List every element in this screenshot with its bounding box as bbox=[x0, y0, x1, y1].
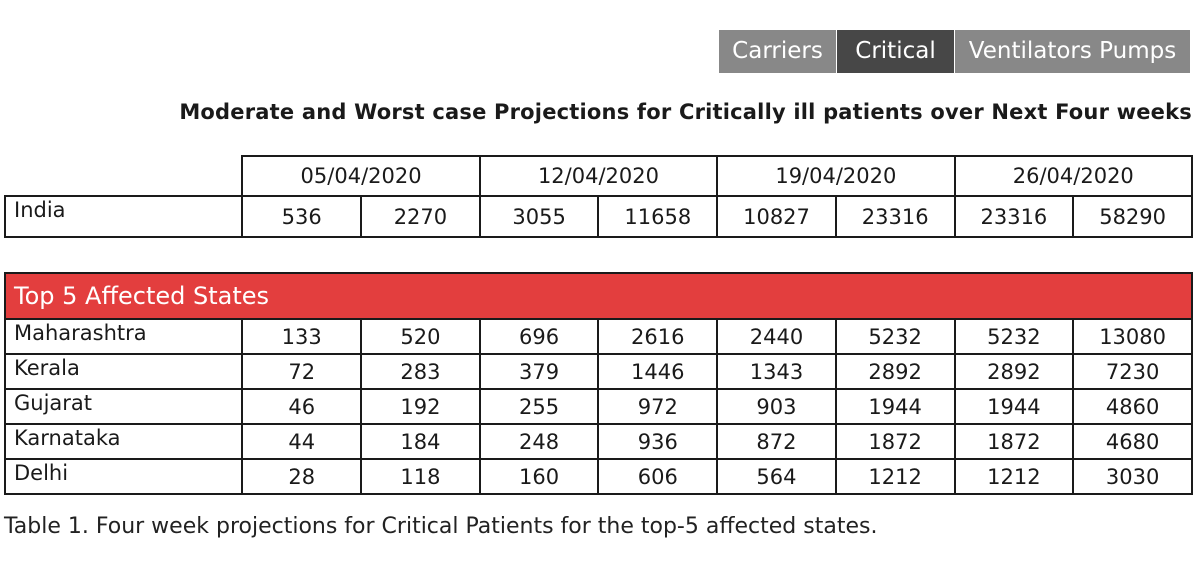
date-header: 05/04/2020 bbox=[241, 155, 481, 197]
row-label: Delhi bbox=[3, 458, 244, 495]
table-cell: 118 bbox=[360, 458, 481, 495]
table-row-state: Delhi 28 118 160 606 564 1212 1212 3030 bbox=[3, 458, 1193, 495]
table-cell: 520 bbox=[360, 318, 481, 355]
table-cell: 3055 bbox=[478, 195, 600, 238]
table-cell: 1212 bbox=[834, 458, 956, 495]
table-row-india: India 536 2270 3055 11658 10827 23316 23… bbox=[3, 195, 1193, 238]
row-label: Kerala bbox=[3, 353, 244, 390]
table-cell: 4860 bbox=[1072, 388, 1193, 425]
table-cell: 2892 bbox=[834, 353, 956, 390]
table-cell: 23316 bbox=[834, 195, 956, 238]
table-row-state: Gujarat 46 192 255 972 903 1944 1944 486… bbox=[3, 388, 1193, 425]
table-cell: 379 bbox=[478, 353, 600, 390]
table-cell: 46 bbox=[241, 388, 363, 425]
empty-corner-cell bbox=[5, 156, 244, 197]
table-cell: 44 bbox=[241, 423, 363, 460]
table-heading: Moderate and Worst case Projections for … bbox=[179, 100, 1192, 124]
table-cell: 2892 bbox=[953, 353, 1075, 390]
date-header: 26/04/2020 bbox=[953, 155, 1194, 197]
table-cell: 4680 bbox=[1072, 423, 1193, 460]
table-cell: 872 bbox=[716, 423, 837, 460]
date-header: 19/04/2020 bbox=[716, 155, 956, 197]
table-cell: 1212 bbox=[953, 458, 1075, 495]
table-cell: 5232 bbox=[834, 318, 956, 355]
tab-ventilators-pumps[interactable]: Ventilators Pumps bbox=[955, 30, 1190, 73]
table-cell: 1872 bbox=[953, 423, 1075, 460]
table-cell: 192 bbox=[360, 388, 481, 425]
table-cell: 564 bbox=[716, 458, 837, 495]
table-cell: 23316 bbox=[953, 195, 1075, 238]
date-header-row: 05/04/2020 12/04/2020 19/04/2020 26/04/2… bbox=[5, 155, 1194, 197]
table-row-state: Kerala 72 283 379 1446 1343 2892 2892 72… bbox=[3, 353, 1193, 390]
table-cell: 1944 bbox=[834, 388, 956, 425]
table-cell: 10827 bbox=[716, 195, 837, 238]
table-cell: 1446 bbox=[597, 353, 719, 390]
table-cell: 696 bbox=[478, 318, 600, 355]
table-cell: 7230 bbox=[1072, 353, 1193, 390]
table-cell: 5232 bbox=[953, 318, 1075, 355]
table-cell: 283 bbox=[360, 353, 481, 390]
table-cell: 11658 bbox=[597, 195, 719, 238]
table-cell: 1872 bbox=[834, 423, 956, 460]
date-header: 12/04/2020 bbox=[478, 155, 719, 197]
row-label: Karnataka bbox=[3, 423, 244, 460]
section-banner-row: Top 5 Affected States bbox=[4, 272, 1193, 320]
table-cell: 2440 bbox=[716, 318, 837, 355]
table-cell: 972 bbox=[597, 388, 719, 425]
table-cell: 606 bbox=[597, 458, 719, 495]
table-cell: 1343 bbox=[716, 353, 837, 390]
table-cell: 2616 bbox=[597, 318, 719, 355]
section-banner: Top 5 Affected States bbox=[4, 272, 1193, 320]
tab-carriers[interactable]: Carriers bbox=[719, 30, 837, 73]
table-cell: 3030 bbox=[1072, 458, 1193, 495]
table-cell: 536 bbox=[241, 195, 363, 238]
table-cell: 1944 bbox=[953, 388, 1075, 425]
table-cell: 13080 bbox=[1072, 318, 1193, 355]
india-projection-table: 05/04/2020 12/04/2020 19/04/2020 26/04/2… bbox=[3, 155, 1194, 238]
table-row-state: Karnataka 44 184 248 936 872 1872 1872 4… bbox=[3, 423, 1193, 460]
table-cell: 248 bbox=[478, 423, 600, 460]
table-cell: 72 bbox=[241, 353, 363, 390]
table-cell: 160 bbox=[478, 458, 600, 495]
table-caption: Table 1. Four week projections for Criti… bbox=[4, 514, 878, 539]
table-cell: 133 bbox=[241, 318, 363, 355]
table-cell: 184 bbox=[360, 423, 481, 460]
table-row-state: Maharashtra 133 520 696 2616 2440 5232 5… bbox=[3, 318, 1193, 355]
states-projection-table: Top 5 Affected States Maharashtra 133 52… bbox=[3, 272, 1193, 495]
table-cell: 28 bbox=[241, 458, 363, 495]
table-cell: 58290 bbox=[1072, 195, 1193, 238]
table-cell: 255 bbox=[478, 388, 600, 425]
table-cell: 936 bbox=[597, 423, 719, 460]
table-cell: 2270 bbox=[360, 195, 481, 238]
tab-critical[interactable]: Critical bbox=[837, 30, 955, 73]
row-label: India bbox=[3, 195, 244, 238]
tab-bar: Carriers Critical Ventilators Pumps bbox=[719, 30, 1190, 73]
table-cell: 903 bbox=[716, 388, 837, 425]
row-label: Maharashtra bbox=[3, 318, 244, 355]
row-label: Gujarat bbox=[3, 388, 244, 425]
